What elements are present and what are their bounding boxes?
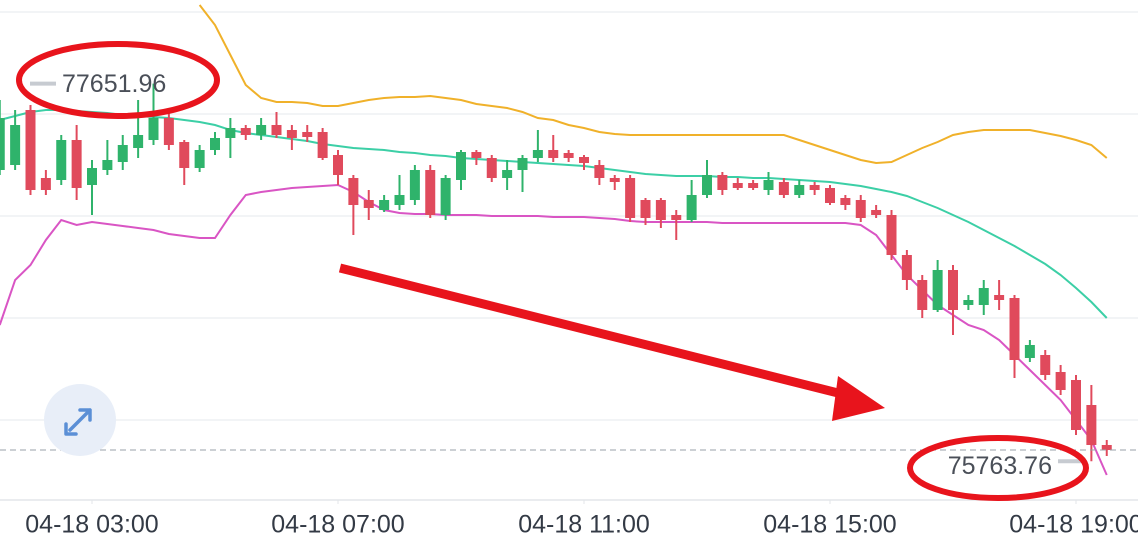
grid [0, 11, 1138, 501]
x-tick-label: 04-18 07:00 [271, 511, 404, 539]
x-axis: 04-18 03:00 04-18 07:00 04-18 11:00 04-18 1… [25, 500, 1138, 539]
candle-body [486, 158, 497, 178]
candle-body [886, 215, 897, 255]
candle-body [1040, 355, 1051, 375]
candle-body [409, 170, 420, 200]
candle-body [840, 198, 851, 205]
candle-body [901, 255, 912, 280]
candle-body [87, 168, 97, 185]
candle-body [348, 178, 359, 205]
candle-body [225, 128, 236, 138]
candle-body [71, 140, 82, 188]
candle-body [686, 195, 697, 220]
candle-body [855, 200, 866, 218]
candle-body [10, 125, 21, 165]
highlight-ellipse [16, 41, 220, 119]
candle-body [1024, 345, 1035, 358]
max-price-label: 77651.96 [62, 70, 166, 98]
x-tick-label: 04-18 11:00 [518, 511, 650, 539]
candle-body [471, 152, 482, 158]
candle-body [517, 158, 528, 170]
candle-body [25, 110, 36, 190]
highlight-ellipse [907, 435, 1089, 501]
candle-body [579, 157, 589, 163]
candle-body [210, 138, 220, 150]
x-tick-label: 04-18 19:00 [1009, 511, 1138, 539]
candle-body [425, 170, 436, 215]
candle-body [163, 118, 174, 145]
candle-body [333, 155, 343, 175]
candle-body [317, 132, 328, 158]
candle-body [117, 145, 128, 162]
candle-body [778, 182, 789, 195]
candle-body [240, 128, 251, 135]
candle-body [871, 210, 882, 215]
candle-body [148, 118, 159, 140]
candle-body [286, 130, 297, 138]
candle-body [1055, 372, 1066, 390]
candle-body [948, 270, 958, 310]
candle-body [932, 270, 943, 310]
candles [0, 83, 1112, 462]
candle-body [794, 185, 805, 195]
candle-body [994, 295, 1005, 300]
trend-arrow-shaft [338, 263, 852, 401]
candle-body [440, 178, 451, 215]
candle-body [594, 165, 605, 178]
candle-body [1009, 298, 1020, 360]
candle-body [978, 288, 989, 305]
expand-button[interactable] [44, 384, 116, 456]
candle-body [40, 178, 51, 190]
candle-body [502, 170, 513, 178]
band-line [0, 183, 1108, 476]
candle-body [809, 185, 820, 190]
candle-body [532, 150, 543, 158]
candle-body [271, 125, 282, 135]
candle-body [1086, 405, 1097, 445]
candle-body [56, 140, 67, 180]
candle-body [563, 153, 574, 158]
candle-body [748, 183, 759, 188]
band-line [0, 109, 1108, 319]
candle-body [671, 215, 682, 220]
candle-body [548, 150, 559, 158]
candle-body [825, 188, 835, 203]
candle-body [302, 132, 313, 137]
candle-body [717, 175, 728, 190]
candle-body [394, 195, 405, 205]
candle-body [963, 300, 974, 305]
candle-body [379, 200, 390, 210]
candle-body [133, 135, 144, 148]
candle-body [456, 152, 466, 180]
candle-body [625, 178, 636, 218]
candle-body [702, 175, 712, 195]
candle-body [640, 200, 651, 218]
candle-body [256, 125, 267, 135]
candle-body [194, 150, 205, 168]
candle-body [179, 142, 190, 168]
price-markers: 77651.96 75763.76 [0, 70, 1138, 480]
band-line [198, 4, 1108, 165]
candle-body [732, 183, 743, 188]
annotations [16, 41, 1089, 501]
min-price-label: 75763.76 [948, 452, 1052, 480]
candle-body [609, 178, 620, 182]
x-tick-label: 04-18 03:00 [25, 511, 158, 539]
x-tick-label: 04-18 15:00 [763, 511, 896, 539]
candle-body [102, 160, 113, 170]
candle-body [917, 280, 928, 310]
candle-body [363, 200, 374, 208]
candle-body [1101, 445, 1112, 450]
candle-body [655, 200, 666, 220]
candle-body [763, 180, 774, 190]
trend-arrow-head [832, 376, 885, 421]
candle-body [1071, 380, 1081, 430]
candle-body [0, 118, 5, 170]
